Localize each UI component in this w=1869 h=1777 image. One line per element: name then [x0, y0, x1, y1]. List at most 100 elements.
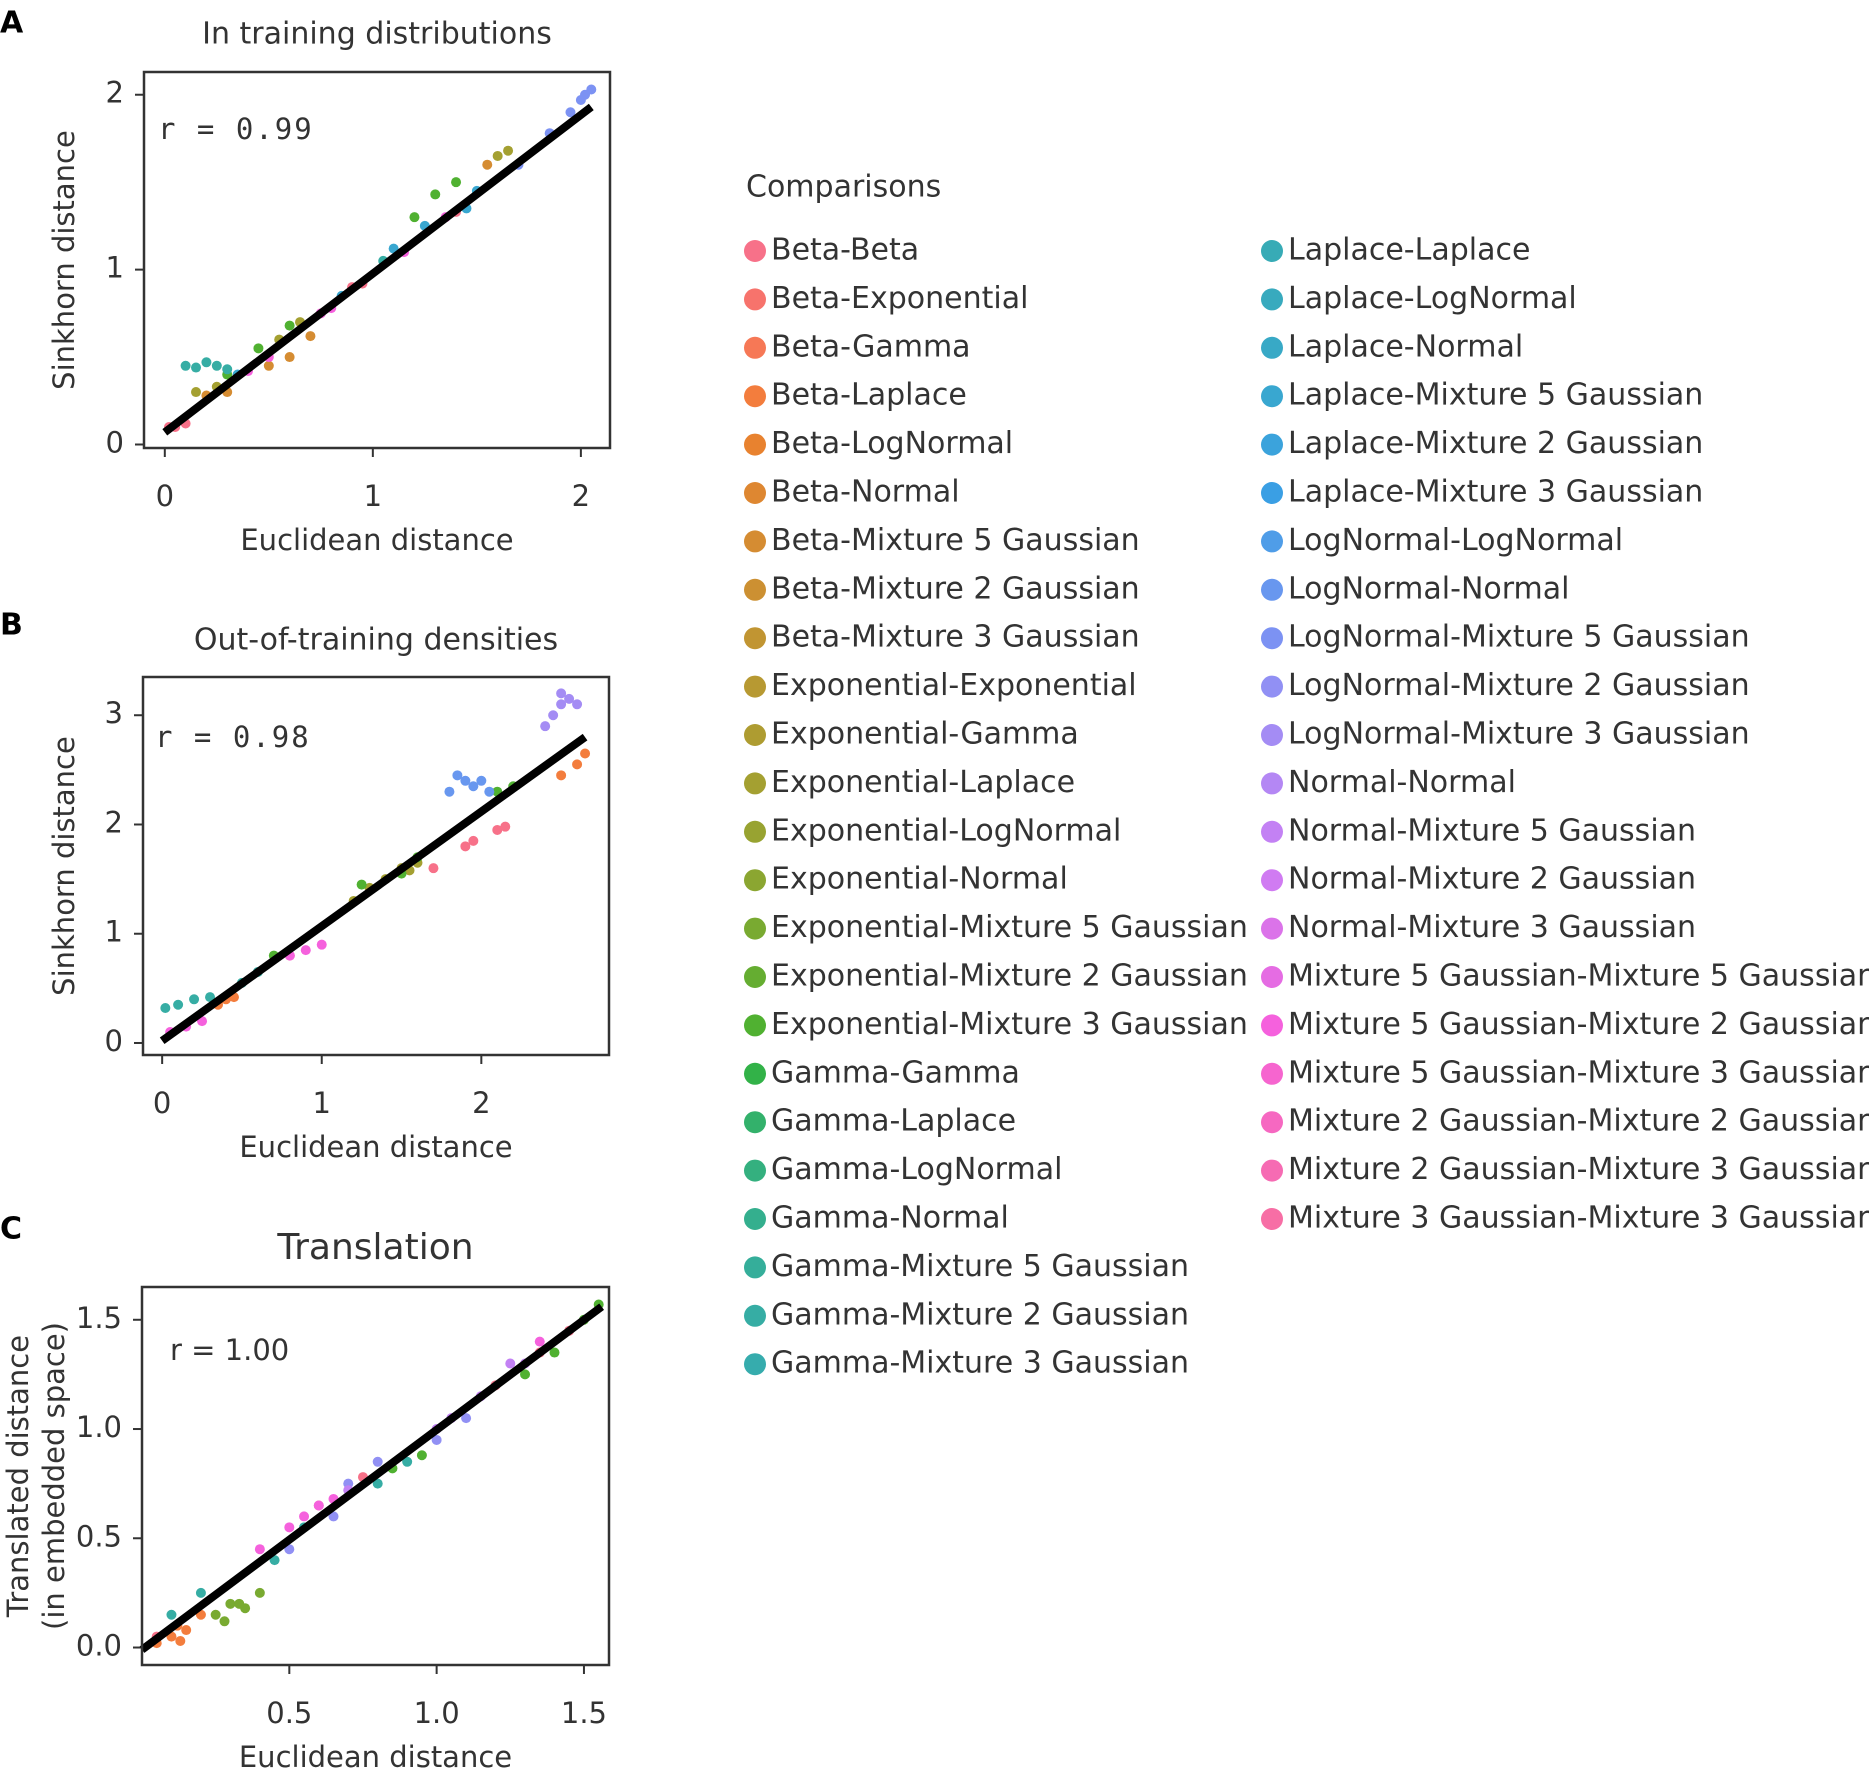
point: [564, 693, 575, 704]
legend-marker: [1261, 288, 1283, 311]
legend-marker: [744, 1208, 766, 1230]
legend-marker: [1261, 917, 1283, 940]
legend-label: Beta-Gamma: [771, 329, 971, 364]
legend-marker: [1261, 1159, 1283, 1182]
point: [572, 699, 583, 710]
legend-marker: [1261, 1062, 1283, 1085]
legend-label: Laplace-Mixture 2 Gaussian: [1288, 426, 1703, 461]
y-tick-label: 0: [106, 426, 124, 460]
legend-label: Exponential-LogNormal: [771, 813, 1121, 848]
legend-label: Normal-Normal: [1288, 765, 1516, 800]
point: [284, 1544, 295, 1555]
legend-marker: [1261, 530, 1283, 553]
legend-marker: [744, 675, 766, 698]
point: [253, 343, 264, 354]
legend-marker: [1261, 772, 1283, 795]
point: [173, 999, 184, 1010]
legend-label: Exponential-Normal: [771, 862, 1068, 897]
legend-marker: [1261, 869, 1283, 892]
point: [189, 994, 200, 1005]
point: [492, 824, 503, 835]
y-axis-label: Sinkhorn distance: [47, 736, 81, 996]
axes-frame: [142, 70, 612, 450]
point: [222, 364, 233, 375]
legend-marker: [744, 1062, 766, 1085]
y-tick-label: 0: [105, 1024, 123, 1058]
legend-marker: [1261, 1111, 1283, 1134]
legend-label: Exponential-Mixture 3 Gaussian: [771, 1007, 1248, 1042]
legend-label: Gamma-LogNormal: [771, 1152, 1062, 1187]
point: [356, 879, 367, 890]
legend-label: Beta-Beta: [771, 233, 919, 268]
legend-label: Beta-Normal: [771, 475, 960, 510]
point: [316, 939, 327, 950]
axes-frame: [140, 1285, 611, 1667]
point: [284, 1522, 295, 1533]
point: [166, 1609, 177, 1620]
legend-marker: [744, 288, 766, 311]
legend-label: Laplace-LogNormal: [1288, 281, 1577, 316]
point: [549, 1347, 560, 1358]
panel-title: Translation: [276, 1227, 473, 1268]
panel-letter: A: [0, 6, 24, 41]
y-axis-label: Sinkhorn distance: [47, 130, 81, 390]
x-tick-label: 1.5: [561, 1696, 607, 1730]
point: [505, 1358, 516, 1369]
legend-label: Beta-Mixture 3 Gaussian: [771, 620, 1140, 655]
point: [234, 1598, 245, 1609]
legend-label: LogNormal-LogNormal: [1288, 523, 1623, 558]
x-tick-label: 1: [313, 1086, 331, 1120]
y-tick-label: 1: [106, 251, 124, 285]
point: [460, 775, 471, 786]
point: [175, 1635, 186, 1646]
legend-label: Mixture 2 Gaussian-Mixture 3 Gaussian: [1288, 1152, 1869, 1187]
legend-label: Gamma-Laplace: [771, 1104, 1016, 1139]
correlation-annotation: r = 1.00: [170, 1333, 289, 1367]
legend-marker: [744, 433, 766, 456]
point: [416, 1450, 427, 1461]
point: [402, 1456, 413, 1467]
legend-marker: [744, 966, 766, 988]
legend-marker: [1261, 627, 1283, 650]
point: [540, 721, 551, 732]
y-tick-label: 1.0: [76, 1410, 122, 1444]
legend-marker: [744, 482, 766, 504]
point: [565, 107, 576, 118]
legend-label: Laplace-Normal: [1288, 329, 1523, 364]
legend-label: Laplace-Mixture 3 Gaussian: [1288, 475, 1703, 510]
point: [372, 1456, 383, 1467]
point: [313, 1500, 324, 1511]
point: [305, 331, 316, 342]
legend-label: Exponential-Laplace: [771, 765, 1075, 800]
correlation-annotation: r = 0.98: [155, 720, 311, 754]
point: [431, 1434, 442, 1445]
point: [284, 320, 295, 331]
point: [520, 1369, 531, 1380]
legend-label: Laplace-Laplace: [1288, 233, 1530, 268]
x-tick-label: 2: [572, 479, 590, 513]
correlation-annotation: r = 0.99: [158, 112, 314, 146]
legend-marker: [1261, 336, 1283, 359]
point: [372, 1478, 383, 1489]
point: [476, 775, 487, 786]
legend-marker: [744, 530, 766, 553]
legend-marker: [1261, 482, 1283, 504]
legend-label: LogNormal-Normal: [1288, 571, 1570, 606]
legend-label: Mixture 2 Gaussian-Mixture 2 Gaussian: [1288, 1104, 1869, 1139]
point: [210, 1609, 221, 1620]
point: [556, 699, 567, 710]
legend-marker: [1261, 1014, 1283, 1037]
axes-frame: [141, 675, 611, 1057]
x-axis-label: Euclidean distance: [239, 1130, 512, 1164]
legend-marker: [744, 869, 766, 892]
legend-label: Gamma-Normal: [771, 1201, 1009, 1236]
panel-letter: B: [0, 608, 23, 643]
point: [572, 759, 583, 770]
legend-title: Comparisons: [746, 170, 941, 205]
y-tick-label: 0.5: [76, 1519, 122, 1553]
point: [484, 786, 495, 797]
legend-label: LogNormal-Mixture 5 Gaussian: [1288, 620, 1750, 655]
y-tick-label: 1.5: [76, 1301, 122, 1335]
point: [299, 1511, 310, 1522]
